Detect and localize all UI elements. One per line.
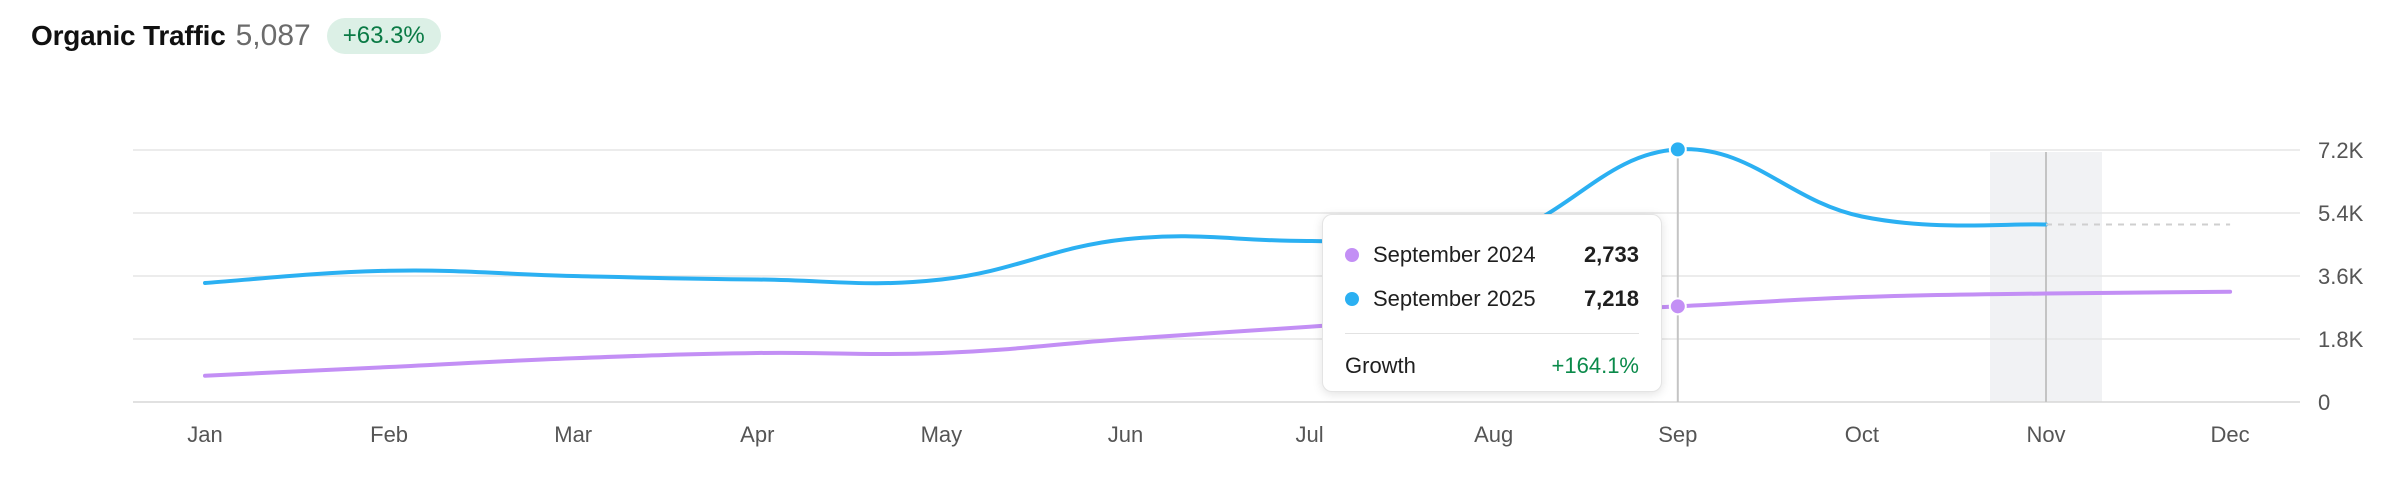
series-2024-legend-dot [1345,248,1359,262]
tooltip-label-2025: September 2025 [1373,286,1536,311]
tooltip-growth-value: +164.1% [1551,353,1639,378]
chart-title: Organic Traffic [31,20,226,51]
tooltip-growth-label: Growth [1345,353,1416,378]
hover-point-y2024 [1668,297,1687,316]
x-tick-label: Mar [554,422,592,447]
x-tick-label: Jun [1108,422,1143,447]
x-tick-label: Aug [1474,422,1513,447]
y-tick-label: 7.2K [2318,138,2364,163]
x-tick-label: Apr [740,422,774,447]
x-tick-label: May [921,422,963,447]
change-badge: +63.3% [326,18,441,54]
series-2025-legend-dot [1345,292,1359,306]
tooltip-row-2024: September 2024 2,733 [1345,233,1639,277]
series-line-y2025 [203,147,2048,286]
chart-header: Organic Traffic 5,087 +63.3% [31,16,441,56]
x-tick-label: Jul [1296,422,1324,447]
y-tick-label: 1.8K [2318,327,2364,352]
hover-point-y2025 [1668,140,1687,159]
chart-tooltip: September 2024 2,733 September 2025 7,21… [1322,214,1662,392]
y-tick-label: 0 [2318,390,2330,415]
tooltip-label-2024: September 2024 [1373,242,1536,267]
total-value: 5,087 [235,19,311,52]
x-tick-label: Dec [2211,422,2250,447]
tooltip-growth-row: Growth +164.1% [1345,344,1639,388]
tooltip-divider [1345,333,1639,334]
x-tick-label: Oct [1845,422,1879,447]
x-tick-label: Feb [370,422,408,447]
series-line-y2024 [203,289,2233,378]
y-tick-label: 3.6K [2318,264,2364,289]
tooltip-row-2025: September 2025 7,218 [1345,277,1639,321]
tooltip-value-2025: 7,218 [1583,286,1639,311]
tooltip-value-2024: 2,733 [1583,242,1639,267]
x-tick-label: Jan [187,422,222,447]
x-tick-label: Sep [1658,422,1697,447]
x-tick-label: Nov [2026,422,2065,447]
y-tick-label: 5.4K [2318,201,2364,226]
